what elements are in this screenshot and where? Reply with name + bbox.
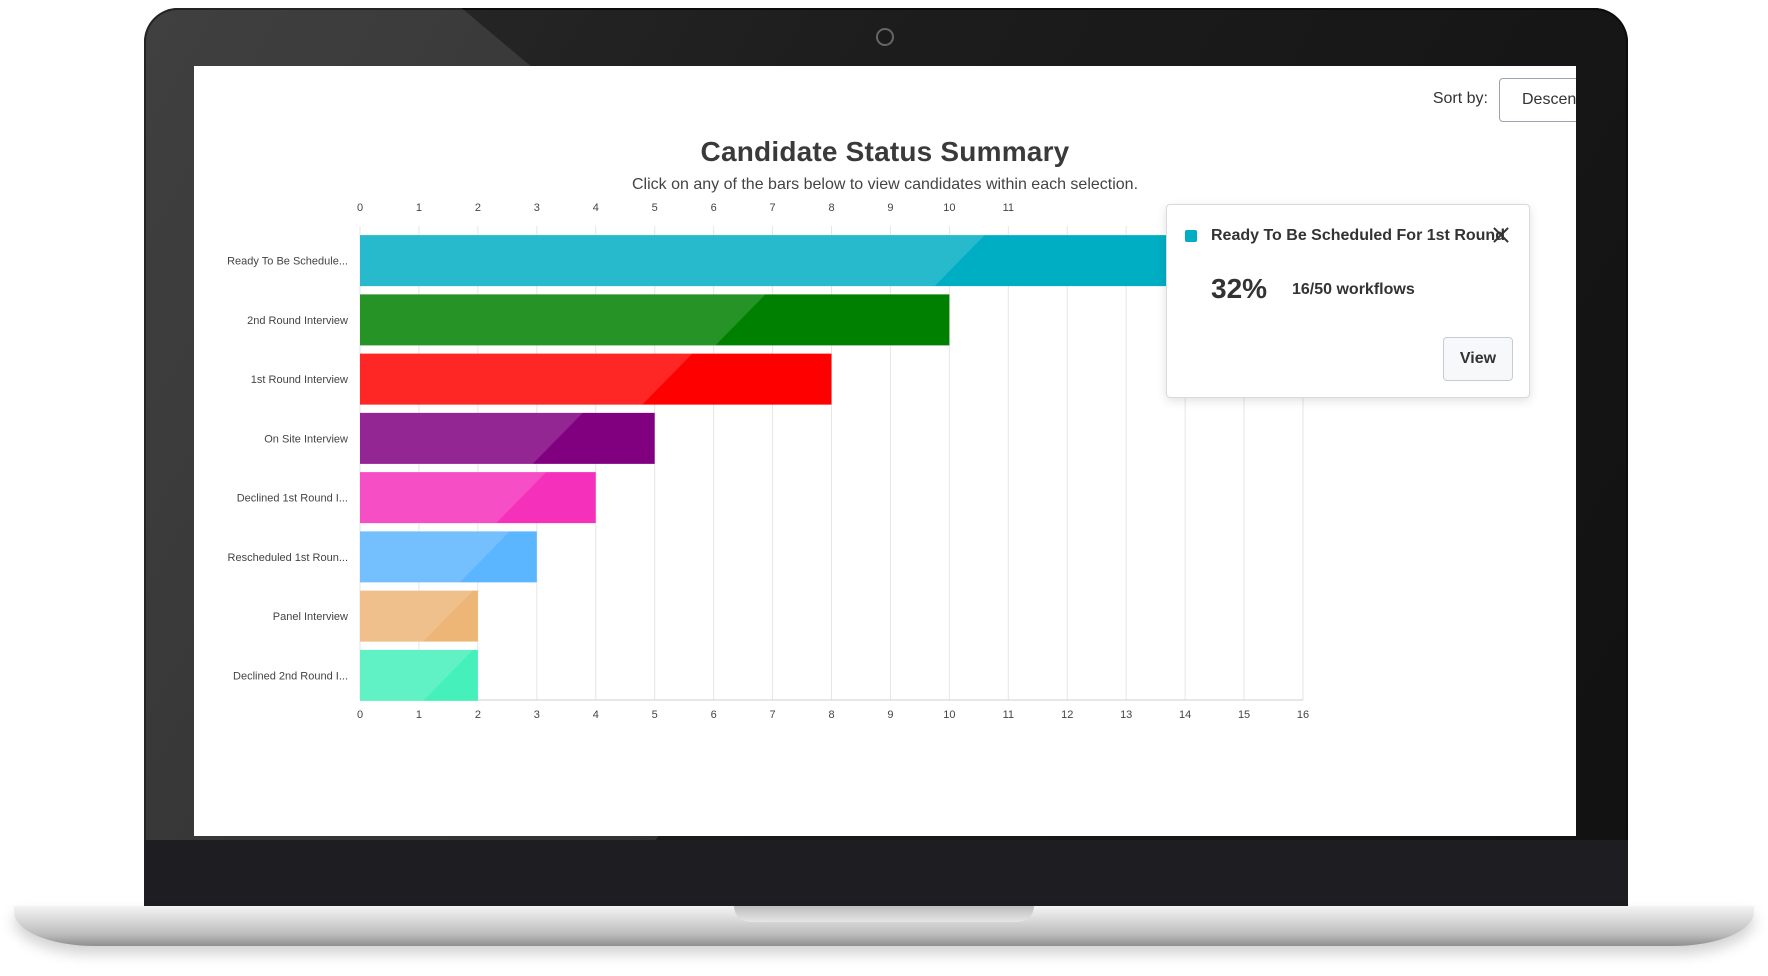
view-button[interactable]: View (1443, 337, 1513, 381)
category-label: Declined 2nd Round I... (233, 670, 348, 682)
bar-3[interactable] (360, 412, 655, 464)
x-tick-label-top: 9 (887, 202, 893, 214)
category-label: Ready To Be Schedule... (227, 256, 348, 268)
category-label: Panel Interview (273, 611, 348, 623)
x-tick-label-top: 6 (711, 202, 717, 214)
popup-workflow-count: 16/50 workflows (1292, 281, 1415, 298)
category-label: Rescheduled 1st Roun... (228, 552, 348, 564)
chart-subtitle: Click on any of the bars below to view c… (631, 176, 1139, 193)
category-label: 2nd Round Interview (247, 315, 348, 327)
x-tick-label-bottom: 10 (943, 709, 955, 721)
category-label: 1st Round Interview (251, 374, 348, 386)
x-tick-label-top: 7 (770, 202, 776, 214)
x-tick-label-bottom: 1 (416, 709, 422, 721)
sort-dropdown[interactable]: Descend (1499, 78, 1576, 122)
x-tick-label-top: 8 (828, 202, 834, 214)
close-icon[interactable] (1491, 225, 1511, 245)
x-tick-label-top: 5 (652, 202, 658, 214)
x-tick-label-top: 3 (534, 202, 540, 214)
category-label: On Site Interview (264, 433, 348, 445)
x-tick-label-top: 10 (943, 202, 955, 214)
bar-1[interactable] (360, 294, 950, 346)
bar-5[interactable] (360, 531, 537, 583)
x-tick-label-top: 0 (357, 202, 363, 214)
x-tick-label-top: 2 (475, 202, 481, 214)
sort-label: Sort by: (1432, 90, 1488, 107)
x-tick-label-bottom: 3 (534, 709, 540, 721)
laptop-chin (144, 840, 1628, 908)
camera-icon (876, 28, 894, 46)
bar-4[interactable] (360, 472, 596, 524)
x-tick-label-top: 1 (416, 202, 422, 214)
bar-2[interactable] (360, 353, 832, 405)
bar-detail-popup: Ready To Be Scheduled For 1st Round 32% … (1166, 204, 1530, 398)
x-tick-label-top: 11 (1003, 202, 1014, 214)
bar-0[interactable] (360, 235, 1303, 287)
chart-title: Candidate Status Summary (700, 136, 1070, 167)
x-tick-label-bottom: 13 (1120, 709, 1132, 721)
series-color-swatch (1185, 230, 1197, 242)
x-tick-label-bottom: 7 (770, 709, 776, 721)
x-tick-label-top: 4 (593, 202, 599, 214)
app-screen: Sort by: Descend Candidate Status Summar… (194, 66, 1576, 836)
x-tick-label-bottom: 2 (475, 709, 481, 721)
x-tick-label-bottom: 14 (1179, 709, 1191, 721)
laptop-notch (734, 906, 1034, 922)
bar-7[interactable] (360, 649, 478, 701)
x-tick-label-bottom: 4 (593, 709, 599, 721)
x-tick-label-bottom: 12 (1061, 709, 1073, 721)
x-tick-label-bottom: 15 (1238, 709, 1250, 721)
x-tick-label-bottom: 9 (887, 709, 893, 721)
popup-title: Ready To Be Scheduled For 1st Round (1211, 227, 1505, 244)
x-tick-label-bottom: 11 (1003, 709, 1014, 721)
x-tick-label-bottom: 5 (652, 709, 658, 721)
bar-6[interactable] (360, 590, 478, 642)
x-tick-label-bottom: 8 (828, 709, 834, 721)
category-label: Declined 1st Round I... (237, 493, 348, 505)
x-tick-label-bottom: 6 (711, 709, 717, 721)
x-tick-label-bottom: 0 (357, 709, 363, 721)
x-tick-label-bottom: 16 (1297, 709, 1309, 721)
popup-percentage: 32% (1211, 273, 1268, 304)
